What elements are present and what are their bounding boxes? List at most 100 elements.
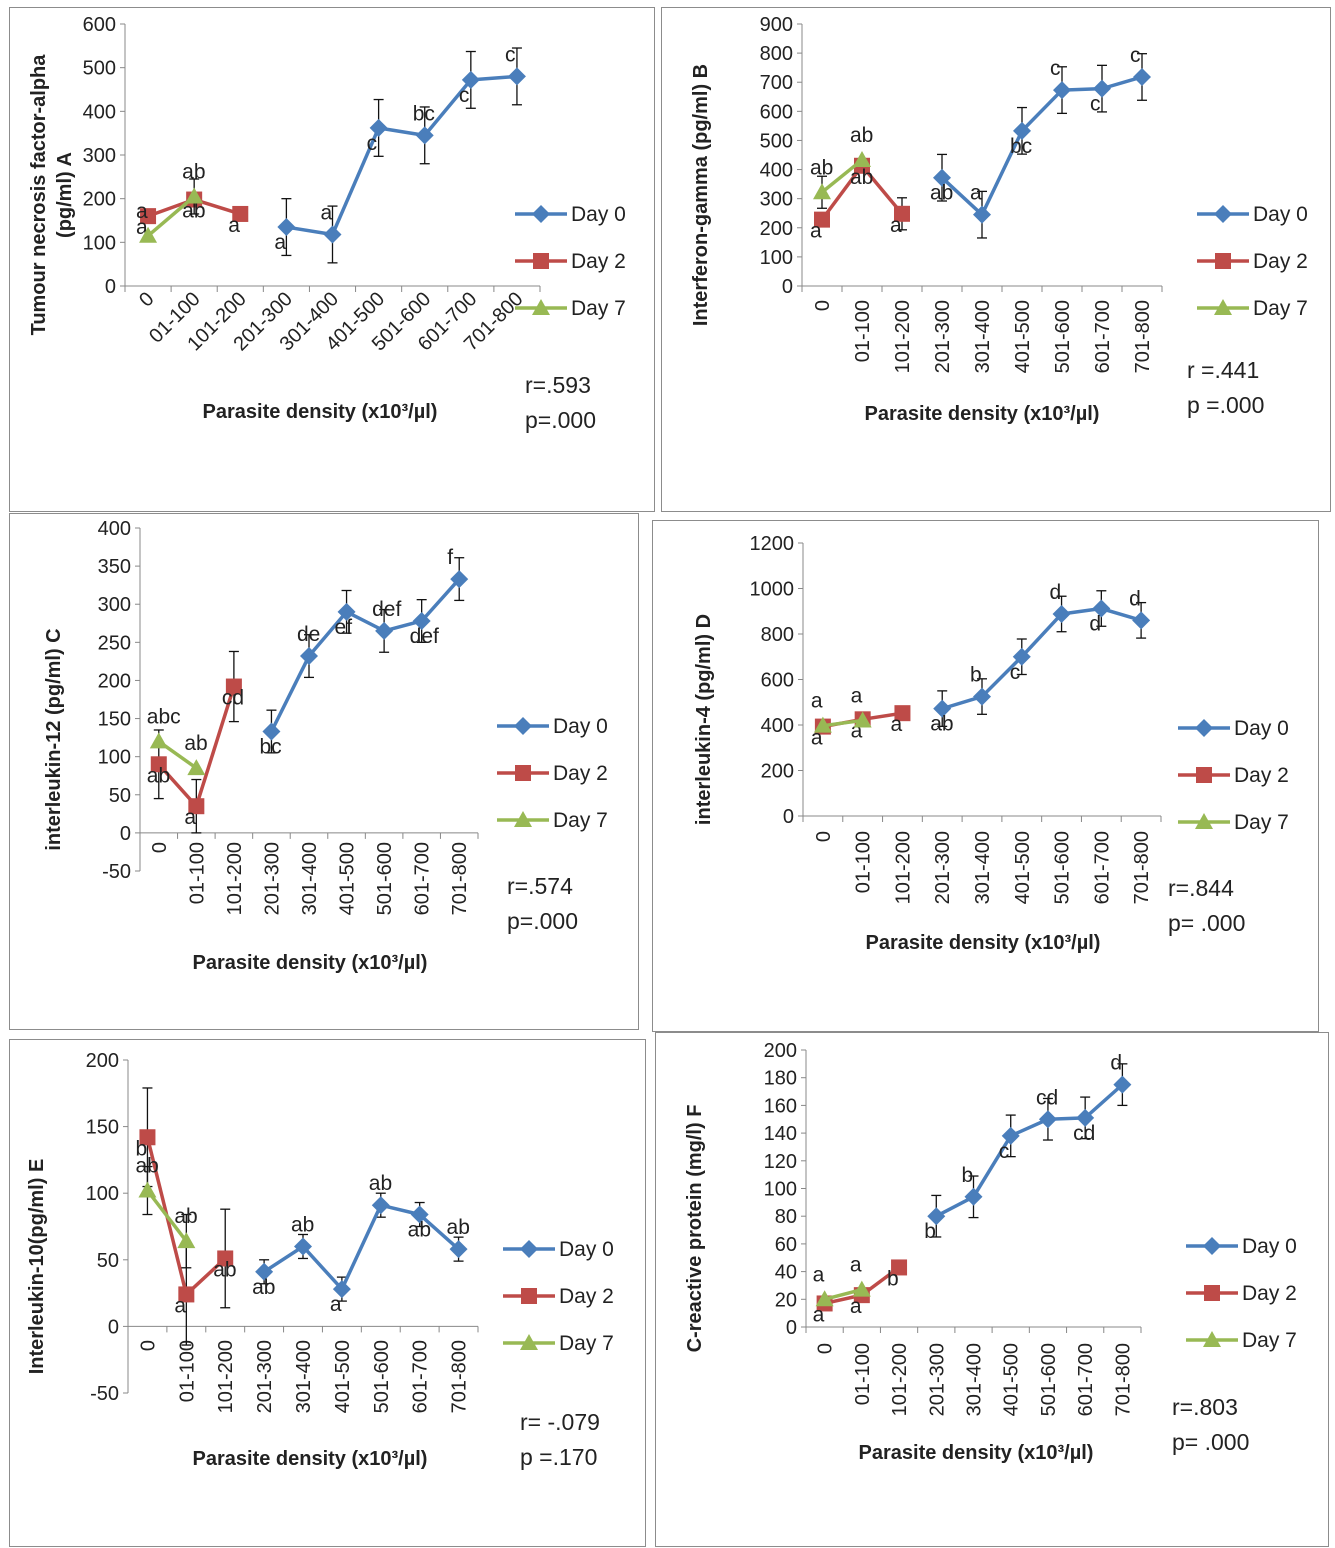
y-axis-title: interleukin-12 (pg/ml) C xyxy=(43,628,65,850)
x-tick-label: 0 xyxy=(812,300,834,311)
correlation-r: r=.574 xyxy=(507,873,573,899)
x-tick-label: 101-200 xyxy=(889,1343,911,1416)
x-tick-label: 301-400 xyxy=(299,842,321,915)
correlation-r: r=.593 xyxy=(525,372,591,398)
chart-panel-e: -50 0 50 100 150 200 0 01-100 101-200 201-300 301-… xyxy=(9,1039,646,1547)
x-tick-label: 301-400 xyxy=(972,831,994,904)
day0-point xyxy=(323,225,342,244)
x-tick-label: 0 xyxy=(137,1340,159,1351)
significance-label: d xyxy=(1050,581,1062,604)
significance-label: a xyxy=(970,182,982,205)
legend-marker-day2 xyxy=(1196,767,1212,783)
p-value: p=.000 xyxy=(525,407,596,433)
significance-label: a xyxy=(851,684,863,707)
significance-label: ef xyxy=(335,616,353,639)
x-tick-label: 501-600 xyxy=(371,1340,393,1413)
x-tick-label: 701-800 xyxy=(449,842,471,915)
significance-label: c xyxy=(1130,44,1141,67)
chart-f-svg: 0 20 40 60 80 100 120 140 160 180 200 0 01-100 101-20… xyxy=(684,1040,1297,1464)
significance-label: a xyxy=(890,214,902,237)
day7-point xyxy=(139,226,158,243)
legend-marker-day7 xyxy=(514,811,532,827)
significance-label: d xyxy=(1129,587,1141,610)
y-tick-label: 150 xyxy=(86,1117,119,1139)
legend-marker-day7 xyxy=(520,1334,538,1350)
y-tick-label: 1200 xyxy=(750,533,795,555)
day0-line-segment xyxy=(269,655,311,733)
significance-label: c xyxy=(1090,93,1101,116)
day0-point xyxy=(1092,599,1111,618)
day0-point xyxy=(1052,604,1071,623)
significance-label: a xyxy=(274,231,286,254)
day0-line-segment xyxy=(263,1245,304,1274)
y-tick-label: 800 xyxy=(761,624,794,646)
significance-label: b xyxy=(135,1137,147,1160)
x-tick-label: 601-700 xyxy=(412,842,434,915)
legend-marker-day2 xyxy=(533,253,549,269)
p-value: p =.170 xyxy=(520,1444,597,1470)
significance-label: c xyxy=(505,43,516,66)
y-axis-title: Tumour necrosis factor-alpha xyxy=(28,54,50,336)
day0-point xyxy=(507,67,526,86)
legend-label-day0: Day 0 xyxy=(553,715,608,738)
y-tick-label: 800 xyxy=(760,43,793,65)
significance-label: b xyxy=(962,1164,974,1187)
correlation-r: r= -.079 xyxy=(520,1409,600,1435)
day7-point xyxy=(853,150,871,167)
day0-line-segment xyxy=(330,127,381,236)
y-axis-title: Interferon-gamma (pg/ml) B xyxy=(690,64,712,326)
x-axis-title: Parasite density (x10³/µl) xyxy=(203,401,438,423)
x-tick-label: 501-600 xyxy=(1052,831,1074,904)
x-tick-label: 701-800 xyxy=(1131,831,1153,904)
significance-label: a xyxy=(136,200,148,223)
significance-label: b xyxy=(924,1220,936,1243)
x-tick-label: 501-600 xyxy=(1052,300,1074,373)
day0-line-segment xyxy=(420,577,461,623)
significance-label: ab xyxy=(850,124,873,147)
day0-line-segment xyxy=(972,1134,1013,1198)
day0-point xyxy=(1113,1075,1132,1094)
day0-line-segment xyxy=(980,130,1024,216)
day0-point xyxy=(1013,121,1031,140)
significance-label: ab xyxy=(135,1155,158,1178)
day0-point xyxy=(450,570,469,589)
x-tick-label: 301-400 xyxy=(293,1340,315,1413)
day0-point xyxy=(461,70,480,89)
y-axis-title: interleukin-4 (pg/ml) D xyxy=(693,614,715,825)
significance-label: bc xyxy=(1010,135,1032,158)
significance-label: abc xyxy=(147,705,181,728)
significance-label: ab xyxy=(369,1172,392,1195)
significance-label: a xyxy=(890,713,902,736)
significance-label: b xyxy=(970,664,982,687)
day0-line-segment xyxy=(340,1204,383,1290)
chart-c-svg: -50 0 50 100 150 200 250 300 350 400 0 01-100 101-20… xyxy=(43,518,608,974)
legend-label-day2: Day 2 xyxy=(571,250,626,273)
day0-line-segment xyxy=(423,78,473,137)
x-tick-label: 601-700 xyxy=(1075,1343,1097,1416)
day0-point xyxy=(375,621,394,640)
y-axis-title: (pg/ml) A xyxy=(54,152,76,238)
y-tick-label: 0 xyxy=(105,276,116,298)
significance-label: c xyxy=(1010,661,1021,684)
legend-marker-day0 xyxy=(1214,205,1232,223)
x-tick-label: 401-500 xyxy=(332,1340,354,1413)
day0-point xyxy=(1093,79,1111,98)
significance-label: b xyxy=(887,1267,899,1290)
significance-label: ab xyxy=(213,1258,236,1281)
correlation-r: r=.803 xyxy=(1172,1394,1238,1420)
significance-label: de xyxy=(297,623,320,646)
y-tick-label: 200 xyxy=(98,670,131,692)
y-tick-label: 40 xyxy=(775,1262,797,1284)
x-tick-label: 701-800 xyxy=(449,1340,471,1413)
significance-label: cd xyxy=(1036,1086,1058,1109)
x-tick-label: 601-700 xyxy=(410,1340,432,1413)
legend-marker-day7 xyxy=(1203,1331,1221,1347)
day0-point xyxy=(1133,67,1151,86)
significance-label: ab xyxy=(930,182,953,205)
y-tick-label: 350 xyxy=(98,556,131,578)
y-tick-label: 50 xyxy=(97,1250,119,1272)
y-tick-label: 160 xyxy=(764,1095,797,1117)
day0-point xyxy=(371,1196,390,1215)
legend-marker-day0 xyxy=(514,717,532,735)
day7-point xyxy=(852,1280,871,1297)
